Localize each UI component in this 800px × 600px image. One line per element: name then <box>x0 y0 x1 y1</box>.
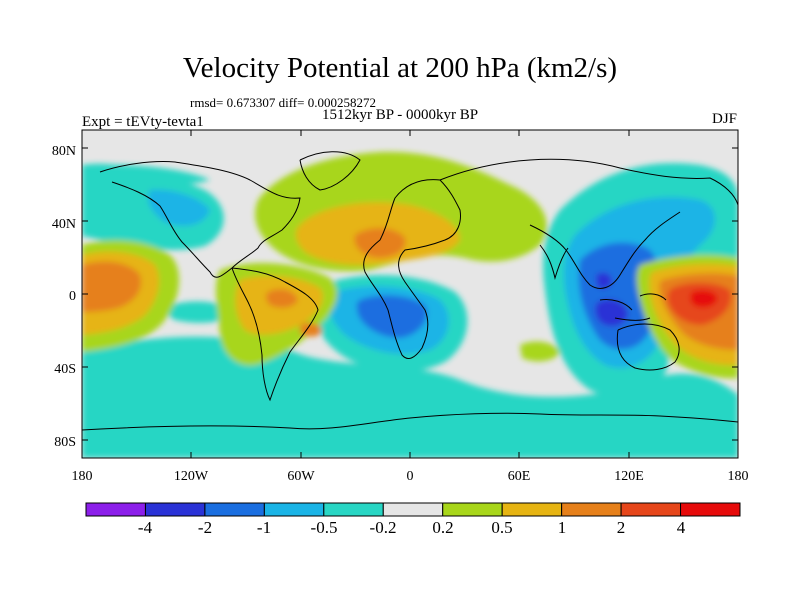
contour-darkblue-maritime-1 <box>595 299 628 327</box>
tick-marks <box>81 130 739 458</box>
contour-red-west-pacific <box>690 290 718 308</box>
contour-orange-central-pacific <box>82 261 141 312</box>
colorbar-label: -0.5 <box>311 518 338 537</box>
contour-lightblue-pacific-north <box>148 189 210 226</box>
coast-australia <box>616 323 680 371</box>
contour-orange-north-africa <box>354 228 406 258</box>
x-tick-label: 60E <box>508 469 531 484</box>
colorbar-swatch <box>323 502 384 517</box>
coast-india <box>539 244 569 280</box>
contour-field <box>82 130 738 458</box>
contour-orange-south-america <box>265 289 298 308</box>
colorbar-label: 0.2 <box>432 518 453 537</box>
colorbar-swatch <box>85 502 146 517</box>
x-tick-label: 180 <box>728 469 749 484</box>
colorbar-label: 4 <box>677 518 686 537</box>
coast-north-america <box>99 161 301 278</box>
x-tick-label: 180 <box>72 469 93 484</box>
coastlines <box>82 151 738 431</box>
colorbar-swatch <box>501 502 563 517</box>
colorbar-swatch <box>204 502 265 517</box>
colorbar-swatch <box>442 502 503 517</box>
contour-orange-south-america-2 <box>300 322 322 337</box>
colorbar-swatch <box>382 502 444 517</box>
coast-europe-africa <box>363 179 461 359</box>
x-tick-label: 60W <box>287 469 315 484</box>
experiment-label: Expt = tEVty-tevta1 <box>82 114 204 130</box>
coast-eurasia <box>439 158 738 289</box>
period-label: 1512kyr BP - 0000kyr BP <box>322 107 479 123</box>
x-tick-label: 120W <box>174 469 209 484</box>
y-tick-label: 0 <box>69 289 76 304</box>
map-title: Velocity Potential at 200 hPa (km2/s) <box>182 52 618 84</box>
colorbar-label: -4 <box>138 518 153 537</box>
colorbar-label: -2 <box>198 518 212 537</box>
colorbar <box>85 502 741 517</box>
colorbar-swatch <box>144 502 206 517</box>
contour-darkblue-maritime-2 <box>596 272 612 289</box>
colorbar-swatch <box>620 502 682 517</box>
colorbar-label: 1 <box>558 518 567 537</box>
coast-greenland <box>299 151 361 191</box>
colorbar-swatch <box>680 502 741 517</box>
colorbar-label: -1 <box>257 518 271 537</box>
coast-maritime <box>599 293 667 321</box>
colorbar-swatch <box>561 502 622 517</box>
y-tick-label: 80S <box>54 435 76 450</box>
colorbar-label: 2 <box>617 518 626 537</box>
y-tick-label: 40N <box>52 217 76 232</box>
x-tick-label: 0 <box>407 469 414 484</box>
contour-blue-atlantic <box>356 295 428 338</box>
season-label: DJF <box>712 111 738 127</box>
stats-line: rmsd= 0.673307 diff= 0.000258272 <box>190 95 376 110</box>
contour-negative-southern-pacific <box>82 336 738 458</box>
contour-green-south-africa <box>520 341 560 362</box>
colorbar-label: -0.2 <box>370 518 397 537</box>
colorbar-label: 0.5 <box>491 518 512 537</box>
colorbar-swatch <box>263 502 325 517</box>
coast-south-america <box>231 267 319 402</box>
coast-antarctica <box>82 412 738 431</box>
contour-negative-north-atlantic-west <box>96 164 210 184</box>
x-tick-label: 120E <box>614 469 644 484</box>
y-tick-label: 80N <box>52 144 76 159</box>
y-tick-label: 40S <box>54 362 76 377</box>
